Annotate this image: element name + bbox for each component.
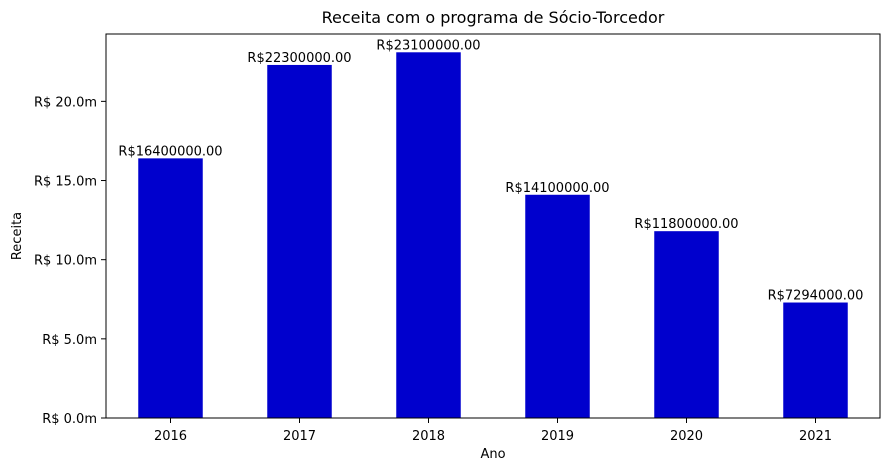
y-tick-label-4: R$ 20.0m	[34, 95, 97, 110]
bar-2018	[396, 52, 461, 418]
data-label-2017: R$22300000.00	[247, 51, 351, 66]
data-label-2021: R$7294000.00	[768, 289, 864, 304]
x-tick-label-2020: 2020	[670, 429, 703, 444]
bar-2020	[654, 231, 719, 418]
x-axis-title: Ano	[480, 447, 505, 462]
bar-2019	[525, 194, 590, 418]
bar-2016	[138, 158, 203, 419]
y-axis-title: Receita	[10, 212, 25, 260]
y-tick-label-2: R$ 10.0m	[34, 254, 97, 269]
x-tick-label-2019: 2019	[541, 429, 574, 444]
y-tick-label-3: R$ 15.0m	[34, 175, 97, 190]
x-tick-label-2016: 2016	[154, 429, 187, 444]
data-label-2016: R$16400000.00	[118, 144, 222, 159]
data-label-2018: R$23100000.00	[376, 38, 480, 53]
plot-area: R$16400000.00 2016 R$22300000.00 2017 R$2310…	[34, 33, 881, 444]
y-tick-label-0: R$ 0.0m	[42, 412, 97, 427]
x-tick-label-2018: 2018	[412, 429, 445, 444]
bar-2021	[783, 302, 848, 418]
chart-title: Receita com o programa de Sócio-Torcedor	[322, 8, 665, 27]
x-tick-label-2021: 2021	[799, 429, 832, 444]
data-label-2020: R$11800000.00	[634, 217, 738, 232]
y-tick-label-1: R$ 5.0m	[42, 333, 97, 348]
x-tick-label-2017: 2017	[283, 429, 316, 444]
plot-frame	[105, 33, 881, 419]
bar-2017	[267, 64, 332, 418]
data-label-2019: R$14100000.00	[505, 181, 609, 196]
